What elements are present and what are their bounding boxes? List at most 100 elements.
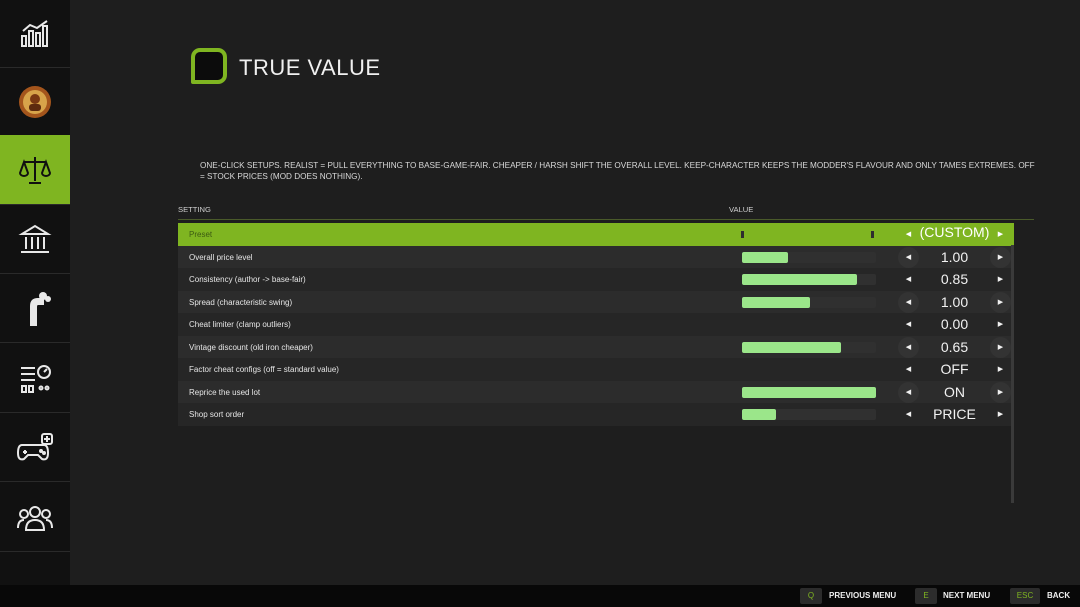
users-icon [17, 505, 53, 531]
column-header-setting: SETTING [178, 205, 211, 214]
sidebar-item-settings-2[interactable] [0, 553, 70, 585]
arrow-right-icon: ▶ [997, 253, 1004, 261]
sidebar [0, 0, 70, 585]
key-hint-esc: ESC [1010, 588, 1040, 604]
setting-value: PRICE [933, 406, 976, 422]
setting-row-vintage-discount[interactable]: Vintage discount (old iron cheaper) ◀ 0.… [178, 335, 1011, 359]
arrow-left-icon: ◀ [905, 231, 912, 238]
previous-menu-button[interactable]: PREVIOUS MENU [829, 591, 897, 600]
arrow-right-icon: ▶ [997, 343, 1004, 351]
setting-label: Preset [189, 230, 213, 239]
setting-value: 0.85 [940, 271, 969, 287]
sidebar-item-production[interactable] [0, 275, 70, 343]
decrease-button[interactable]: ◀ [898, 404, 919, 425]
sidebar-item-statistics[interactable] [0, 0, 70, 68]
increase-button[interactable]: ▶ [990, 224, 1011, 245]
scrollbar[interactable] [1011, 223, 1014, 503]
setting-row-overall-price-level[interactable]: Overall price level ◀ 1.00 ▶ [178, 245, 1011, 269]
increase-button[interactable]: ▶ [990, 404, 1011, 425]
sidebar-item-mod[interactable] [0, 68, 70, 136]
setting-label: Consistency (author -> base-fair) [189, 275, 306, 284]
stats-chart-icon [21, 19, 48, 47]
setting-value: (CUSTOM) [919, 224, 990, 240]
value-bar [742, 409, 876, 420]
preset-marker-left [741, 231, 744, 238]
increase-button[interactable]: ▶ [990, 291, 1011, 313]
value-stepper: ◀ ON ▶ [898, 381, 1011, 404]
setting-label: Overall price level [189, 252, 253, 262]
decrease-button[interactable]: ◀ [898, 336, 919, 358]
arrow-left-icon: ◀ [905, 298, 912, 306]
scrollbar-thumb[interactable] [1011, 223, 1014, 245]
column-header-value: VALUE [729, 205, 754, 214]
preset-marker-right [871, 231, 874, 238]
arrow-left-icon: ◀ [905, 343, 912, 351]
settings-list: Preset ◀ (CUSTOM) ▶ Overall price level … [178, 223, 1011, 426]
increase-button[interactable]: ▶ [990, 359, 1011, 380]
sidebar-item-controls[interactable] [0, 414, 70, 482]
arrow-right-icon: ▶ [997, 231, 1004, 238]
setting-value: OFF [940, 361, 969, 377]
arrow-right-icon: ▶ [997, 298, 1004, 306]
back-button[interactable]: BACK [1047, 591, 1071, 600]
setting-row-shop-sort-order[interactable]: Shop sort order ◀ PRICE ▶ [178, 403, 1011, 426]
sidebar-item-finance[interactable] [0, 206, 70, 274]
setting-row-consistency[interactable]: Consistency (author -> base-fair) ◀ 0.85… [178, 268, 1011, 291]
pipe-icon [30, 291, 51, 326]
true-value-logo-icon [191, 48, 227, 84]
value-stepper: ◀ 0.00 ▶ [898, 313, 1011, 336]
setting-value: 1.00 [940, 293, 969, 310]
page-title: TRUE VALUE [239, 55, 381, 80]
value-bar-fill [742, 386, 876, 398]
sidebar-item-true-value[interactable] [0, 135, 70, 205]
value-bar-fill [742, 409, 776, 420]
bank-icon [18, 224, 52, 253]
setting-label: Vintage discount (old iron cheaper) [189, 342, 313, 352]
decrease-button[interactable]: ◀ [898, 359, 919, 380]
sidebar-item-settings[interactable] [0, 345, 70, 413]
setting-row-preset[interactable]: Preset ◀ (CUSTOM) ▶ [178, 223, 1011, 246]
sidebar-item-players[interactable] [0, 484, 70, 552]
arrow-left-icon: ◀ [905, 366, 912, 373]
setting-row-reprice-used-lot[interactable]: Reprice the used lot ◀ ON ▶ [178, 380, 1011, 404]
increase-button[interactable]: ▶ [990, 314, 1011, 335]
increase-button[interactable]: ▶ [990, 381, 1011, 403]
next-menu-button[interactable]: NEXT MENU [943, 591, 991, 600]
value-stepper: ◀ 1.00 ▶ [898, 246, 1011, 269]
value-bar [742, 296, 876, 308]
key-hint-q: Q [800, 588, 822, 604]
arrow-left-icon: ◀ [905, 388, 912, 396]
decrease-button[interactable]: ◀ [898, 291, 919, 313]
increase-button[interactable]: ▶ [990, 336, 1011, 358]
arrow-right-icon: ▶ [997, 388, 1004, 396]
setting-row-spread[interactable]: Spread (characteristic swing) ◀ 1.00 ▶ [178, 290, 1011, 314]
arrow-left-icon: ◀ [905, 321, 912, 328]
value-stepper: ◀ 0.65 ▶ [898, 336, 1011, 359]
preset-stepper: ◀ (CUSTOM) ▶ [898, 223, 1011, 246]
decrease-button[interactable]: ◀ [898, 224, 919, 245]
main-panel: TRUE VALUE ONE-CLICK SETUPS. REALIST = P… [70, 0, 1080, 585]
value-bar-fill [742, 296, 811, 308]
key-hint-e: E [915, 588, 937, 604]
setting-value: 1.00 [940, 248, 969, 265]
value-stepper: ◀ 1.00 ▶ [898, 291, 1011, 314]
mod-badge-icon [19, 85, 51, 118]
increase-button[interactable]: ▶ [990, 246, 1011, 268]
setting-row-cheat-limiter[interactable]: Cheat limiter (clamp outliers) ◀ 0.00 ▶ [178, 313, 1011, 336]
setting-value: ON [944, 383, 965, 400]
setting-row-factor-cheat-configs[interactable]: Factor cheat configs (off = standard val… [178, 358, 1011, 381]
setting-label: Spread (characteristic swing) [189, 297, 293, 307]
value-bar-fill [742, 341, 842, 353]
arrow-right-icon: ▶ [997, 321, 1004, 328]
scales-icon [18, 156, 52, 184]
decrease-button[interactable]: ◀ [898, 314, 919, 335]
arrow-right-icon: ▶ [997, 366, 1004, 373]
decrease-button[interactable]: ◀ [898, 381, 919, 403]
arrow-right-icon: ▶ [997, 276, 1004, 283]
value-bar [742, 341, 876, 353]
increase-button[interactable]: ▶ [990, 269, 1011, 290]
arrow-left-icon: ◀ [905, 253, 912, 261]
decrease-button[interactable]: ◀ [898, 269, 919, 290]
decrease-button[interactable]: ◀ [898, 246, 919, 268]
value-stepper: ◀ OFF ▶ [898, 358, 1011, 381]
